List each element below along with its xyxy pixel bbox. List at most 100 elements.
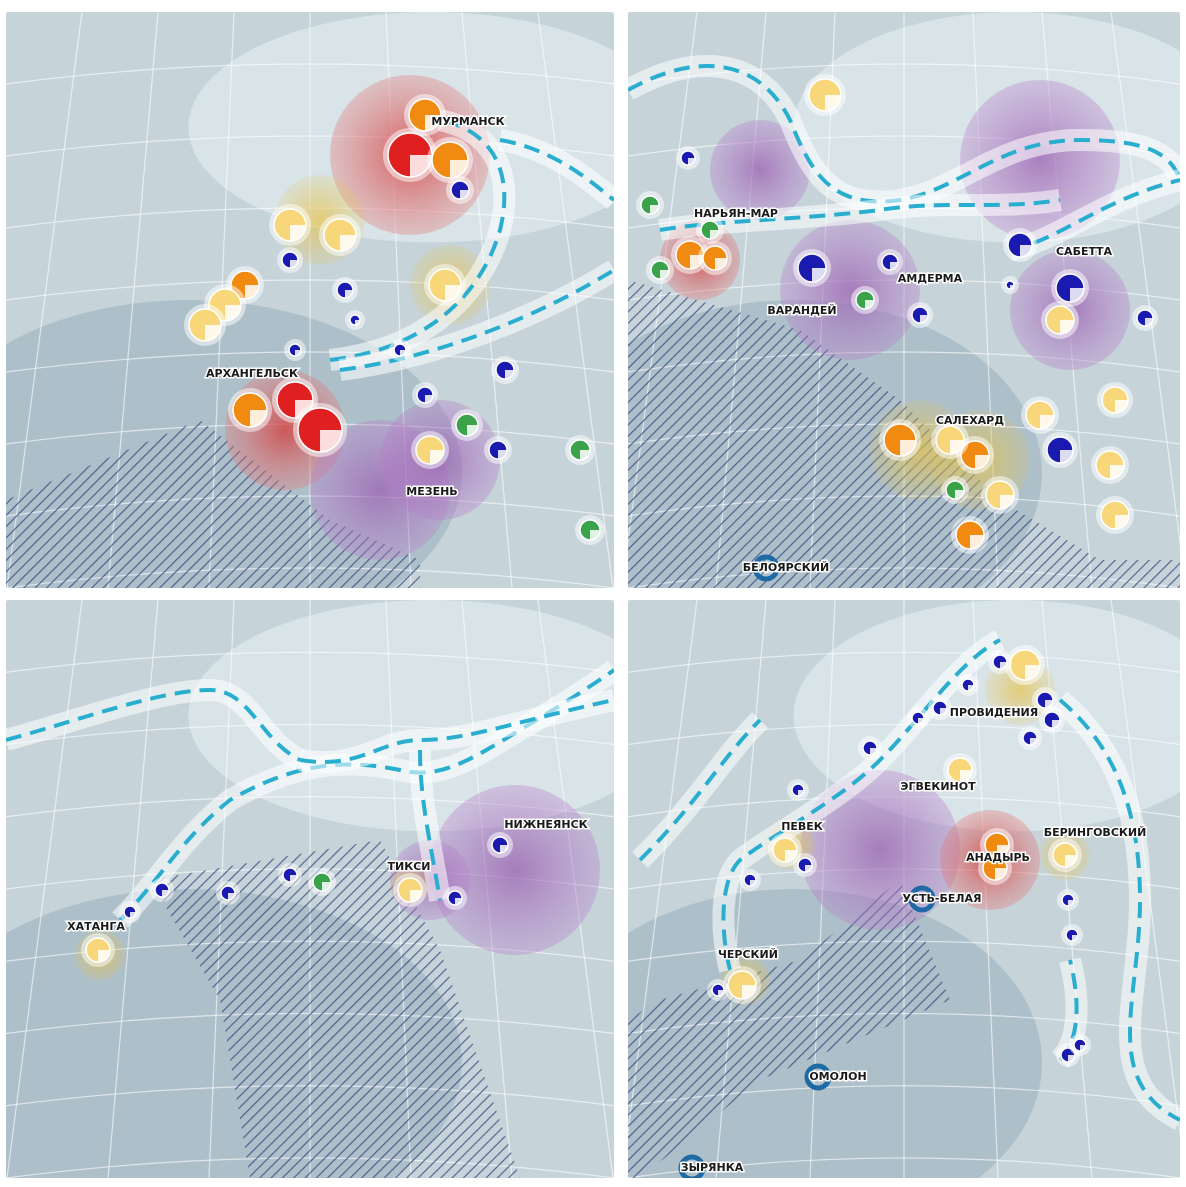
marker-wedge: [1060, 450, 1073, 463]
zone-circle: [780, 220, 920, 360]
marker-wedge: [500, 845, 508, 853]
marker-wedge: [290, 875, 297, 882]
city-label: МУРМАНСК: [431, 115, 504, 128]
marker-wedge: [890, 262, 898, 270]
marker-wedge: [812, 268, 826, 282]
map-panel: МУРМАНСК АРХАНГЕЛЬСК МЕЗЕНЬ: [6, 12, 614, 588]
marker-wedge: [710, 230, 719, 239]
city-label: АРХАНГЕЛЬСК: [206, 367, 298, 380]
graticule: [6, 351, 614, 373]
marker-wedge: [1110, 465, 1124, 479]
marker-wedge: [718, 990, 724, 996]
sea-route: [299, 698, 614, 764]
marker-wedge: [715, 258, 727, 270]
marker-wedge: [1080, 1045, 1086, 1051]
sea-route: [638, 718, 762, 862]
marker-wedge: [355, 320, 360, 325]
marker-wedge: [865, 300, 874, 309]
city-label: САБЕТТА: [1056, 245, 1112, 258]
marker-wedge: [590, 530, 600, 540]
marker-wedge: [205, 325, 221, 341]
marker-wedge: [660, 270, 669, 279]
settlement-ring: [804, 1063, 832, 1091]
marker-wedge: [960, 770, 972, 782]
sea-route: [1009, 178, 1180, 252]
marker-wedge: [1045, 700, 1053, 708]
hatched-zone: [150, 840, 520, 1178]
graticule: [1179, 12, 1180, 16]
marker-wedge: [162, 890, 169, 897]
city-label: ЧЕРСКИЙ: [718, 948, 778, 961]
city-label: АМДЕРМА: [898, 272, 963, 285]
marker-wedge: [1145, 318, 1153, 326]
sea-route: [339, 268, 614, 372]
settlement-ring: [752, 554, 780, 582]
city-label: НАРЬЯН-МАР: [694, 207, 778, 220]
marker-wedge: [975, 455, 989, 469]
graticule: [6, 12, 83, 588]
hatched-zone: [6, 420, 420, 588]
marker-wedge: [918, 718, 924, 724]
city-label: ХАТАНГА: [67, 920, 125, 933]
marker-wedge: [228, 893, 235, 900]
marker-wedge: [1115, 400, 1128, 413]
marker-wedge: [1020, 245, 1032, 257]
city-label: МЕЗЕНЬ: [406, 485, 457, 498]
marker-wedge: [688, 158, 695, 165]
map-panel: ХАТАНГА ТИКСИ НИЖНЕЯНСК: [6, 600, 614, 1178]
marker-wedge: [1000, 495, 1014, 509]
marker-wedge: [825, 95, 841, 111]
marker-wedge: [1010, 285, 1014, 289]
marker-wedge: [455, 898, 462, 905]
marker-wedge: [498, 450, 507, 459]
sea-route: [418, 749, 442, 901]
marker-wedge: [1060, 320, 1074, 334]
marker-wedge: [750, 880, 756, 886]
marker-wedge: [425, 115, 441, 131]
marker-wedge: [955, 490, 964, 499]
marker-wedge: [1068, 1055, 1075, 1062]
marker-wedge: [340, 235, 356, 251]
map-panel: ПРОВИДЕНИЯ ЭГВЕКИНОТ ПЕВЕК БЕРИНГОВСКИЙ АНАД…: [628, 600, 1180, 1178]
sea-route: [6, 687, 301, 762]
marker-wedge: [995, 868, 1007, 880]
city-label: ОМОЛОН: [809, 1070, 866, 1083]
marker-wedge: [798, 790, 804, 796]
marker-wedge: [920, 315, 928, 323]
marker-wedge: [1072, 935, 1078, 941]
graticule: [6, 12, 614, 13]
marker-wedge: [950, 440, 964, 454]
city-label: НИЖНЕЯНСК: [504, 818, 587, 831]
marker-wedge: [250, 410, 267, 427]
hatched-zone: [628, 880, 950, 1178]
marker-wedge: [870, 748, 877, 755]
sea-route: [499, 138, 614, 202]
marker-wedge: [322, 882, 331, 891]
marker-wedge: [450, 160, 468, 178]
marker-wedge: [225, 305, 241, 321]
settlement-ring: [908, 885, 936, 913]
marker-wedge: [290, 260, 298, 268]
marker-wedge: [130, 912, 136, 918]
graticule: [6, 600, 83, 1178]
marker-wedge: [425, 395, 433, 403]
marker-wedge: [1070, 288, 1084, 302]
graticule: [6, 279, 614, 301]
map-panel: НАРЬЯН-МАР АМДЕРМА ВАРАНДЕЙ САБЕТТА САЛЕХАРД…: [628, 12, 1180, 588]
marker-wedge: [400, 350, 406, 356]
graticule: [6, 12, 7, 16]
city-label: ЭГВЕКИНОТ: [900, 780, 976, 793]
marker-wedge: [410, 890, 422, 902]
zone-circle: [430, 785, 600, 955]
marker-wedge: [460, 190, 469, 199]
marker-wedge: [1065, 855, 1077, 867]
marker-wedge: [290, 225, 306, 241]
marker-wedge: [1000, 662, 1007, 669]
marker-wedge: [445, 285, 461, 301]
marker-wedge: [505, 370, 514, 379]
marker-wedge: [1040, 415, 1054, 429]
city-label: УСТЬ-БЕЛАЯ: [902, 892, 981, 905]
graticule: [628, 12, 1180, 13]
